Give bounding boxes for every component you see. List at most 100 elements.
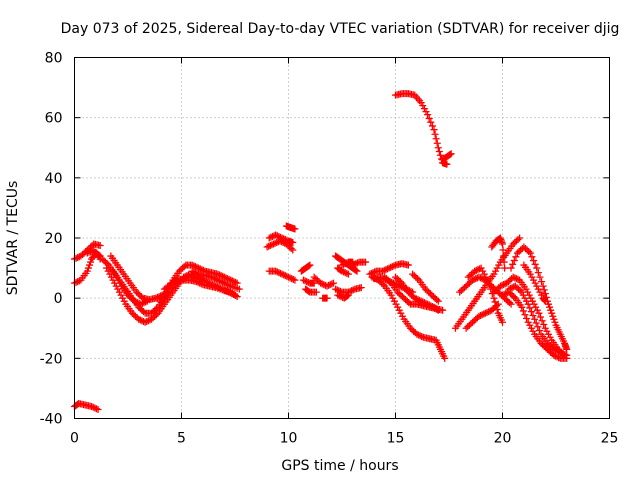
data-point bbox=[443, 160, 451, 168]
series-trace-41 bbox=[507, 243, 571, 353]
data-point bbox=[507, 300, 515, 308]
data-point bbox=[541, 297, 549, 305]
data-point bbox=[168, 280, 176, 288]
data-point bbox=[549, 312, 557, 320]
x-tick-label: 5 bbox=[177, 431, 186, 447]
data-point bbox=[74, 278, 82, 286]
data-point bbox=[532, 319, 540, 327]
series-trace-23 bbox=[338, 258, 357, 269]
data-point bbox=[209, 274, 217, 282]
series-trace-35 bbox=[439, 150, 455, 164]
data-point bbox=[91, 404, 99, 412]
data-point bbox=[195, 264, 203, 272]
data-point bbox=[326, 281, 334, 289]
data-point bbox=[518, 288, 526, 296]
data-point bbox=[533, 282, 541, 290]
data-point bbox=[461, 284, 469, 292]
data-point bbox=[280, 235, 288, 243]
data-point bbox=[390, 297, 398, 305]
data-point bbox=[397, 309, 405, 317]
data-point bbox=[276, 269, 284, 277]
data-point bbox=[407, 287, 415, 295]
data-point bbox=[74, 254, 82, 262]
data-point bbox=[492, 287, 500, 295]
data-point bbox=[547, 348, 555, 356]
data-point bbox=[521, 294, 529, 302]
data-point bbox=[550, 345, 558, 353]
data-point bbox=[179, 264, 187, 272]
data-point bbox=[188, 261, 196, 269]
data-point bbox=[124, 291, 132, 299]
data-point bbox=[490, 294, 498, 302]
data-point bbox=[472, 275, 480, 283]
data-point bbox=[383, 276, 391, 284]
data-point bbox=[464, 281, 472, 289]
data-point bbox=[426, 290, 434, 298]
data-point bbox=[500, 281, 508, 289]
data-point bbox=[510, 257, 518, 265]
data-point bbox=[447, 150, 455, 158]
data-point bbox=[149, 308, 157, 316]
data-point bbox=[383, 265, 391, 273]
data-point bbox=[100, 257, 108, 265]
data-point bbox=[477, 264, 485, 272]
series-trace-28 bbox=[366, 260, 412, 278]
data-point bbox=[303, 278, 311, 286]
data-point bbox=[172, 278, 180, 286]
data-point bbox=[533, 264, 541, 272]
data-point bbox=[305, 262, 313, 270]
data-point bbox=[550, 351, 558, 359]
data-point bbox=[134, 299, 142, 307]
data-point bbox=[222, 274, 230, 282]
data-point bbox=[126, 293, 134, 301]
data-point bbox=[501, 264, 509, 272]
data-point bbox=[225, 281, 233, 289]
data-point bbox=[488, 290, 496, 298]
data-point bbox=[137, 300, 145, 308]
data-point bbox=[480, 270, 488, 278]
data-point bbox=[421, 285, 429, 293]
data-point bbox=[263, 243, 271, 251]
data-point bbox=[329, 279, 337, 287]
series-trace-32 bbox=[409, 270, 442, 305]
data-point bbox=[117, 291, 125, 299]
data-point bbox=[505, 288, 513, 296]
data-point bbox=[276, 233, 284, 241]
data-point bbox=[434, 144, 442, 152]
data-point bbox=[516, 287, 524, 295]
data-point bbox=[434, 306, 442, 314]
data-point bbox=[478, 311, 486, 319]
data-point bbox=[291, 276, 299, 284]
data-point bbox=[134, 290, 142, 298]
data-point bbox=[149, 314, 157, 322]
data-point bbox=[477, 274, 485, 282]
data-point bbox=[194, 278, 202, 286]
series-trace-29 bbox=[368, 273, 449, 362]
data-point bbox=[441, 354, 449, 362]
data-point bbox=[328, 280, 336, 288]
data-point bbox=[422, 299, 430, 307]
data-point bbox=[524, 288, 532, 296]
x-tick-label: 25 bbox=[601, 431, 619, 447]
data-point bbox=[430, 126, 438, 134]
data-point bbox=[538, 278, 546, 286]
data-point bbox=[425, 301, 433, 309]
series-trace-11 bbox=[160, 276, 241, 301]
data-point bbox=[382, 266, 390, 274]
data-point bbox=[266, 242, 274, 250]
data-point bbox=[175, 267, 183, 275]
data-point bbox=[141, 318, 149, 326]
data-point bbox=[192, 278, 200, 286]
data-point bbox=[335, 292, 343, 300]
data-point bbox=[526, 270, 534, 278]
data-point bbox=[465, 321, 473, 329]
data-point bbox=[96, 242, 104, 250]
data-point bbox=[391, 280, 399, 288]
data-point bbox=[387, 263, 395, 271]
data-point bbox=[350, 260, 358, 268]
data-point bbox=[427, 302, 435, 310]
data-point bbox=[551, 352, 559, 360]
data-point bbox=[523, 297, 531, 305]
data-point bbox=[547, 306, 555, 314]
data-point bbox=[429, 293, 437, 301]
